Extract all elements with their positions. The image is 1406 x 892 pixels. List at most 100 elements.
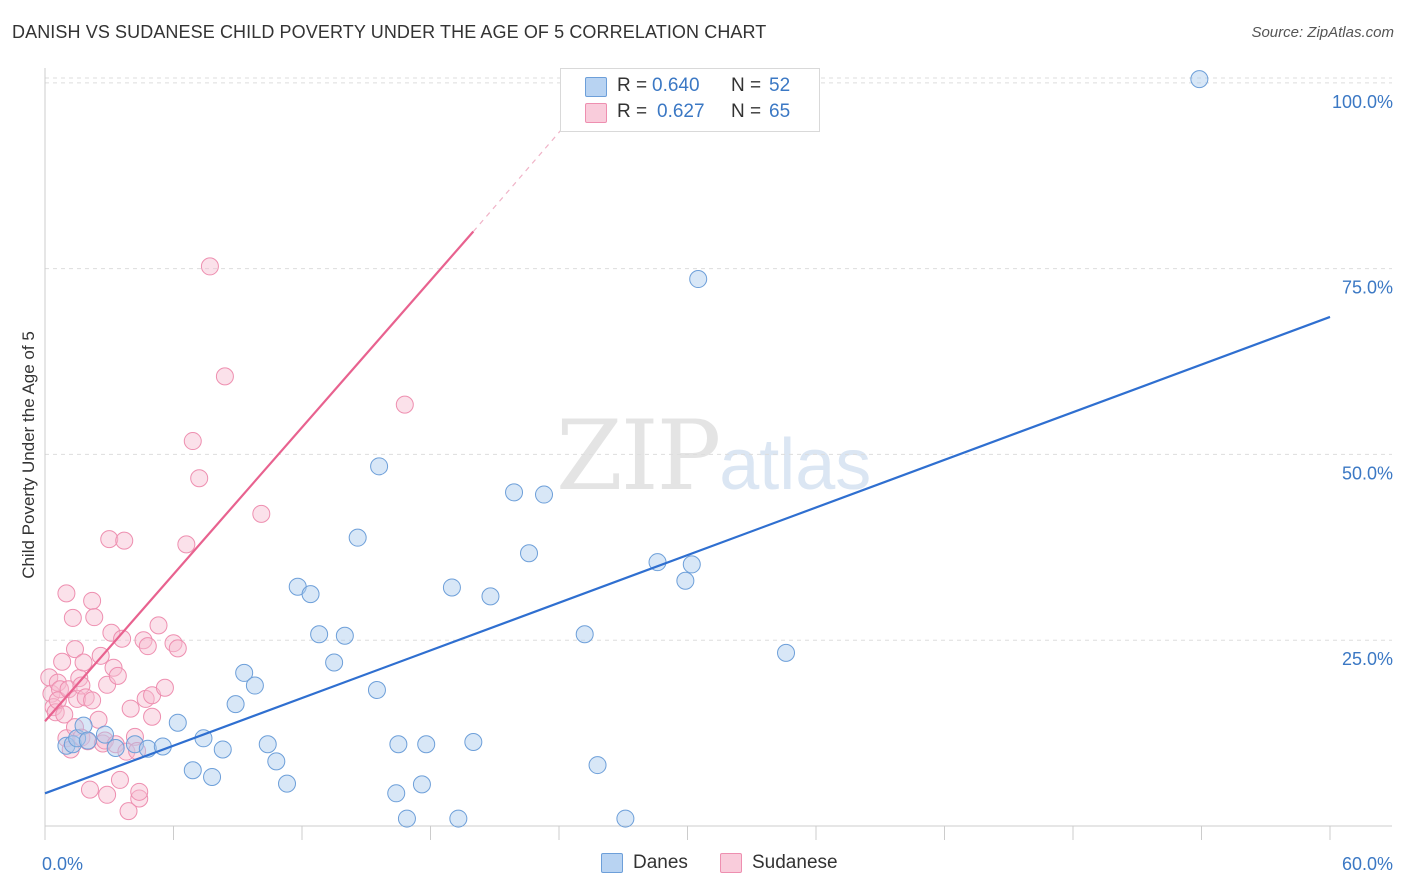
danes-n-value: 52 — [769, 75, 791, 96]
sudanese-point-25 — [83, 691, 102, 710]
sudanese-r-value: 0.627 — [657, 101, 705, 122]
sudanese-point-44 — [125, 727, 144, 746]
sudanese-point-34 — [102, 623, 121, 642]
bottom-sudanese-label: Sudanese — [752, 852, 838, 873]
sudanese-point-37 — [108, 666, 127, 685]
danes-point-25 — [335, 626, 354, 645]
sudanese-point-46 — [130, 789, 149, 808]
danes-points — [57, 70, 1209, 828]
danes-point-24 — [325, 653, 344, 672]
x-tick-label-max: 60.0% — [1342, 854, 1393, 874]
sudanese-point-53 — [149, 616, 168, 635]
danes-point-45 — [676, 571, 695, 590]
danes-point-11 — [183, 761, 202, 780]
danes-n-label: N = — [731, 75, 762, 96]
danes-r-label: R = — [617, 75, 648, 96]
y-axis-label: Child Poverty Under the Age of 5 — [19, 331, 38, 579]
danes-point-40 — [535, 485, 554, 504]
sudanese-point-4 — [48, 673, 67, 692]
zipatlas-watermark: ZIPatlas — [556, 400, 871, 512]
x-tick-label-min: 0.0% — [42, 854, 83, 874]
sudanese-point-6 — [53, 652, 72, 671]
danes-point-43 — [616, 809, 635, 828]
danes-point-28 — [370, 457, 389, 476]
danes-point-31 — [389, 735, 408, 754]
sudanese-point-26 — [85, 608, 104, 627]
danes-point-6 — [106, 738, 125, 757]
sudanese-point-42 — [119, 802, 138, 821]
sudanese-n-value: 65 — [769, 101, 791, 122]
bottom-sudanese-swatch — [720, 853, 742, 873]
danes-point-4 — [78, 731, 97, 750]
watermark-atlas: atlas — [719, 425, 872, 505]
danes-point-19 — [267, 752, 286, 771]
danes-point-5 — [95, 725, 114, 744]
sudanese-n-label: N = — [731, 101, 762, 122]
sudanese-point-59 — [190, 469, 209, 488]
sudanese-point-51 — [143, 707, 162, 726]
y-tick-label-100: 100.0% — [1332, 92, 1393, 112]
sudanese-point-9 — [57, 584, 76, 603]
danes-point-36 — [464, 733, 483, 752]
danes-swatch — [585, 77, 607, 97]
danes-point-14 — [213, 740, 232, 759]
sudanese-point-63 — [395, 395, 414, 414]
danes-point-29 — [387, 784, 406, 803]
danes-point-20 — [278, 774, 297, 793]
sudanese-point-23 — [80, 780, 99, 799]
sudanese-point-24 — [83, 591, 102, 610]
bottom-danes-swatch — [601, 853, 623, 873]
sudanese-point-60 — [200, 257, 219, 276]
sudanese-point-57 — [177, 535, 196, 554]
sudanese-point-56 — [168, 639, 187, 658]
sudanese-point-62 — [252, 504, 271, 523]
danes-point-33 — [417, 735, 436, 754]
sudanese-point-32 — [98, 675, 117, 694]
grid-lines — [45, 77, 1392, 641]
y-tick-label-50: 50.0% — [1342, 463, 1393, 483]
sudanese-point-38 — [110, 770, 129, 789]
sudanese-point-50 — [138, 637, 157, 656]
danes-point-42 — [588, 756, 607, 775]
danes-point-30 — [397, 809, 416, 828]
danes-point-39 — [520, 544, 539, 563]
danes-point-23 — [310, 625, 329, 644]
danes-point-15 — [226, 695, 245, 714]
chart-title: DANISH VS SUDANESE CHILD POVERTY UNDER T… — [12, 22, 767, 42]
sudanese-r-label: R = — [617, 101, 648, 122]
y-tick-label-25: 25.0% — [1342, 649, 1393, 669]
danes-point-18 — [258, 735, 277, 754]
chart-source: Source: ZipAtlas.com — [1251, 24, 1394, 41]
sudanese-point-31 — [98, 785, 117, 804]
sudanese-point-20 — [74, 653, 93, 672]
danes-point-0 — [57, 736, 76, 755]
sudanese-point-8 — [55, 705, 74, 724]
sudanese-point-35 — [104, 658, 123, 677]
danes-point-3 — [74, 716, 93, 735]
danes-point-49 — [1190, 70, 1209, 89]
sudanese-point-39 — [113, 629, 132, 648]
watermark-zip: ZIP — [556, 400, 721, 512]
stats-legend: R = 0.640 N = 52 R = 0.627 N = 65 — [560, 68, 820, 132]
danes-point-48 — [777, 643, 796, 662]
danes-point-37 — [481, 587, 500, 606]
danes-point-32 — [412, 775, 431, 794]
sudanese-trend-line — [44, 230, 475, 722]
danes-point-41 — [575, 625, 594, 644]
danes-point-34 — [442, 578, 461, 597]
danes-point-46 — [682, 555, 701, 574]
danes-point-16 — [235, 663, 254, 682]
danes-point-35 — [449, 809, 468, 828]
sudanese-points — [40, 257, 414, 821]
danes-point-47 — [689, 270, 708, 289]
danes-point-10 — [168, 713, 187, 732]
danes-r-value: 0.640 — [652, 75, 700, 96]
sudanese-point-58 — [183, 432, 202, 451]
sudanese-point-40 — [115, 531, 134, 550]
sudanese-point-19 — [72, 676, 91, 695]
sudanese-swatch — [585, 103, 607, 123]
danes-point-17 — [245, 676, 264, 695]
trend-lines — [44, 82, 1331, 795]
bottom-danes-label: Danes — [633, 852, 688, 873]
